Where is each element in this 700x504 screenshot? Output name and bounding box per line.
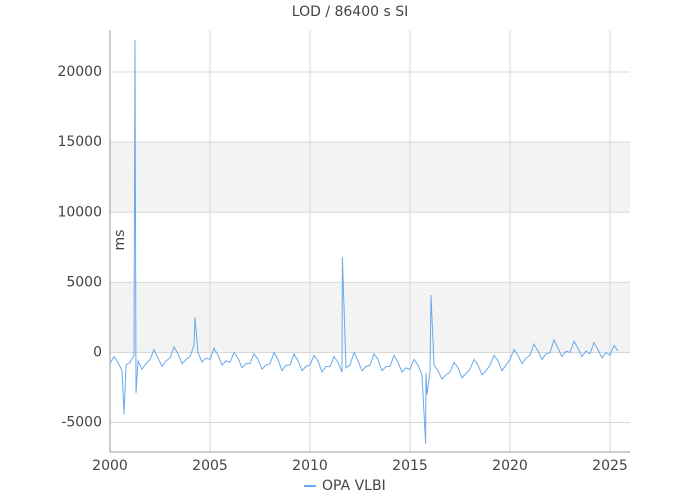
y-tick-label: 10000: [57, 204, 102, 220]
y-tick-label: 5000: [66, 274, 102, 290]
y-axis-label: ms: [112, 230, 128, 251]
legend-label: OPA VLBI: [322, 478, 386, 494]
x-tick-label: 2005: [192, 458, 228, 474]
x-tick-label: 2015: [392, 458, 428, 474]
y-tick-label: 20000: [57, 64, 102, 80]
plot-band: [110, 142, 630, 213]
x-tick-label: 2000: [92, 458, 128, 474]
plot-band: [110, 282, 630, 353]
x-tick-label: 2020: [492, 458, 528, 474]
y-tick-label: 15000: [57, 134, 102, 150]
chart-title: LOD / 86400 s SI: [292, 4, 408, 20]
x-tick-label: 2025: [592, 458, 628, 474]
legend-item: OPA VLBI: [304, 478, 386, 494]
x-tick-label: 2010: [292, 458, 328, 474]
y-tick-label: 0: [93, 344, 102, 360]
y-tick-label: -5000: [61, 415, 102, 431]
data-line: [109, 39, 619, 444]
